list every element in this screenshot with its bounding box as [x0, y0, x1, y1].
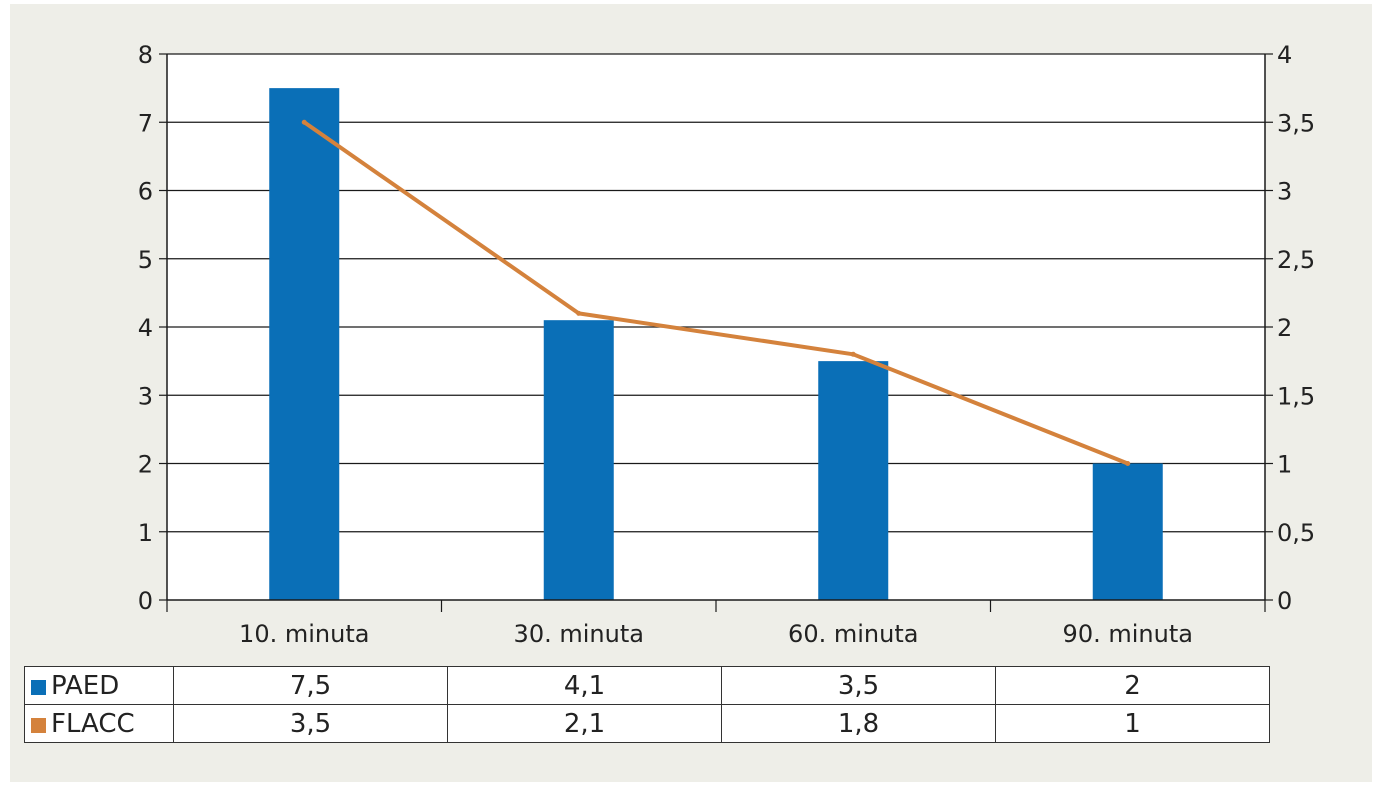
x-tick-label: 90. minuta	[1063, 620, 1193, 648]
legend-label: PAED	[51, 670, 120, 701]
table-row-label: FLACC	[24, 704, 174, 743]
point-flacc	[1125, 461, 1131, 466]
y-left-tick-label: 0	[138, 587, 153, 615]
table-cell: 7,5	[173, 666, 448, 705]
y-left-tick-label: 5	[138, 246, 153, 274]
table-row-label: PAED	[24, 666, 174, 705]
y-right-tick-label: 0,5	[1277, 519, 1315, 547]
y-right-tick-label: 1,5	[1277, 382, 1315, 410]
data-table: PAED 7,5 4,1 3,5 2 FLACC 3,5 2,1 1,8 1	[24, 666, 1270, 743]
bar-paed	[818, 361, 889, 600]
legend-swatch	[31, 679, 46, 695]
y-left-tick-label: 4	[138, 314, 153, 342]
table-cell: 2,1	[447, 704, 722, 743]
y-right-tick-label: 0	[1277, 587, 1292, 615]
x-tick-label: 30. minuta	[514, 620, 644, 648]
chart-figure: 0 1 2 3 4 5 6 7 8 0 0,5 1 1,5 2 2,5 3 3,5 4 10. minuta 30. …	[10, 4, 1372, 782]
y-left-tick-label: 7	[138, 109, 153, 137]
y-left-tick-label: 2	[138, 451, 153, 479]
y-right-tick-label: 2,5	[1277, 246, 1315, 274]
point-flacc	[850, 351, 856, 357]
bar-paed	[269, 88, 340, 600]
y-left-tick-label: 6	[138, 178, 153, 206]
y-right-tick-label: 3	[1277, 178, 1292, 206]
table-row: FLACC 3,5 2,1 1,8 1	[24, 704, 1270, 743]
combo-chart: 0 1 2 3 4 5 6 7 8 0 0,5 1 1,5 2 2,5 3 3,5 4 10. minuta 30. …	[138, 41, 1315, 648]
y-right-tick-label: 3,5	[1277, 109, 1315, 137]
table-row: PAED 7,5 4,1 3,5 2	[24, 666, 1270, 705]
table-cell: 1	[995, 704, 1270, 743]
table-cell: 3,5	[721, 666, 996, 705]
point-flacc	[576, 310, 582, 316]
legend-label: FLACC	[51, 708, 135, 739]
table-cell: 3,5	[173, 704, 448, 743]
y-right-tick-label: 4	[1277, 41, 1292, 69]
bar-paed	[543, 320, 614, 600]
y-left-tick-label: 1	[138, 519, 153, 547]
bar-paed	[1092, 463, 1163, 600]
y-left-tick-label: 8	[138, 41, 153, 69]
y-right-tick-label: 1	[1277, 451, 1292, 479]
y-left-tick-label: 3	[138, 382, 153, 410]
line-flacc	[302, 120, 1130, 466]
table-cell: 2	[995, 666, 1270, 705]
point-flacc	[301, 119, 307, 125]
table-cell: 4,1	[447, 666, 722, 705]
legend-swatch	[31, 717, 46, 733]
table-cell: 1,8	[721, 704, 996, 743]
y-right-tick-label: 2	[1277, 314, 1292, 342]
x-tick-label: 10. minuta	[239, 620, 369, 648]
x-tick-label: 60. minuta	[788, 620, 918, 648]
